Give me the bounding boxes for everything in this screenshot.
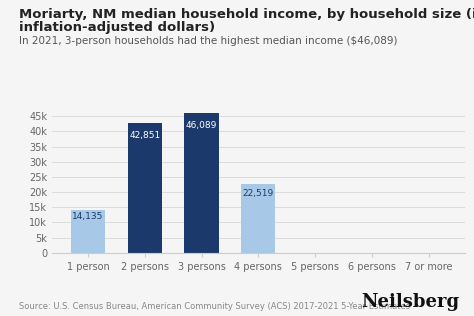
Text: Neilsberg: Neilsberg: [362, 293, 460, 311]
Text: Moriarty, NM median household income, by household size (in 2022: Moriarty, NM median household income, by…: [19, 8, 474, 21]
Text: Source: U.S. Census Bureau, American Community Survey (ACS) 2017-2021 5-Year Est: Source: U.S. Census Bureau, American Com…: [19, 302, 410, 311]
Text: inflation-adjusted dollars): inflation-adjusted dollars): [19, 21, 215, 33]
Bar: [241, 185, 275, 253]
Text: 14,135: 14,135: [72, 212, 104, 222]
Text: 22,519: 22,519: [243, 189, 274, 198]
Text: 46,089: 46,089: [186, 121, 217, 131]
Bar: [71, 210, 105, 253]
Bar: [184, 113, 219, 253]
Text: 42,851: 42,851: [129, 131, 160, 140]
Text: In 2021, 3-person households had the highest median income ($46,089): In 2021, 3-person households had the hig…: [19, 36, 398, 46]
Bar: [128, 123, 162, 253]
